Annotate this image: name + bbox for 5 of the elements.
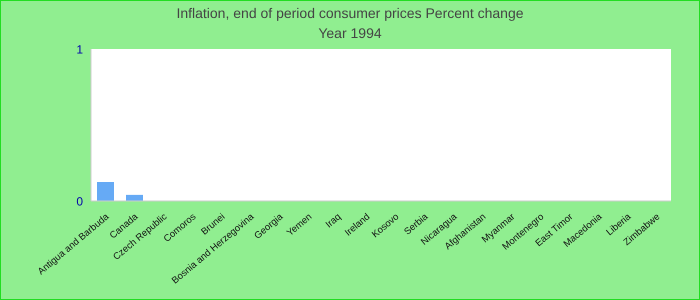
y-tick-label: 1 — [76, 42, 84, 56]
x-tick-label: Iraq — [324, 211, 344, 230]
chart-subtitle: Year 1994 — [317, 24, 383, 43]
chart-title: Inflation, end of period consumer prices Percent change — [175, 4, 525, 23]
y-tick-label: 0 — [76, 194, 84, 208]
